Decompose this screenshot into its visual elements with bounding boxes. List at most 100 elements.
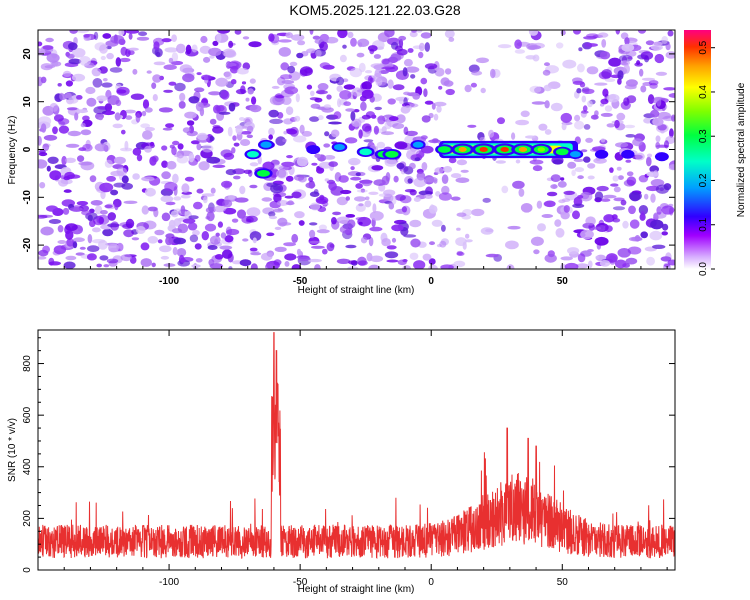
noise-blob xyxy=(611,214,618,220)
noise-blob xyxy=(632,138,643,147)
noise-blob xyxy=(456,251,465,256)
noise-blob xyxy=(142,99,150,109)
noise-blob xyxy=(277,217,288,227)
noise-blob xyxy=(574,167,585,173)
noise-blob xyxy=(177,223,189,234)
noise-blob xyxy=(217,30,231,34)
noise-blob xyxy=(76,201,89,206)
noise-blob xyxy=(239,117,245,121)
noise-blob xyxy=(323,155,336,160)
noise-blob xyxy=(286,155,293,159)
noise-blob xyxy=(497,44,512,49)
noise-blob xyxy=(165,201,176,206)
noise-blob xyxy=(655,71,668,76)
noise-blob xyxy=(43,134,58,141)
noise-blob xyxy=(192,229,200,236)
noise-blob xyxy=(396,162,405,170)
noise-blob xyxy=(141,176,155,182)
noise-blob xyxy=(603,214,615,223)
noise-blob xyxy=(102,78,108,82)
noise-blob xyxy=(560,211,570,220)
noise-blob xyxy=(208,91,222,96)
noise-blob xyxy=(479,137,486,142)
noise-blob xyxy=(443,80,454,87)
noise-blob xyxy=(344,137,358,144)
noise-blob xyxy=(455,237,467,247)
noise-blob xyxy=(372,203,377,214)
noise-blob xyxy=(63,70,72,77)
noise-blob xyxy=(58,178,69,187)
noise-blob xyxy=(420,145,434,154)
noise-blob xyxy=(166,160,177,170)
noise-blob xyxy=(664,140,669,149)
noise-blob xyxy=(529,159,544,165)
noise-blob xyxy=(228,266,233,269)
noise-blob xyxy=(212,40,219,47)
noise-blob xyxy=(38,41,43,47)
noise-blob xyxy=(628,205,636,215)
noise-blob xyxy=(222,249,233,259)
noise-blob xyxy=(246,125,254,133)
noise-blob xyxy=(625,159,632,163)
noise-blob xyxy=(280,62,290,71)
noise-blob xyxy=(640,210,645,220)
noise-blob xyxy=(149,141,155,147)
noise-blob xyxy=(284,86,299,95)
noise-blob xyxy=(441,185,450,195)
colorbar-tick-label: 0.0 xyxy=(698,262,709,276)
noise-blob xyxy=(42,45,54,50)
ridge-point xyxy=(479,147,488,152)
noise-blob xyxy=(398,35,407,41)
noise-blob xyxy=(247,88,254,95)
noise-blob xyxy=(625,257,638,265)
noise-blob xyxy=(151,82,157,89)
noise-blob xyxy=(301,130,313,137)
colorbar-ticks: 0.0 0.1 0.2 0.3 0.4 0.5 xyxy=(698,40,715,276)
noise-blob xyxy=(165,123,175,128)
noise-blob xyxy=(74,112,79,121)
noise-blob xyxy=(433,179,438,184)
noise-blob xyxy=(66,238,75,247)
noise-blob xyxy=(305,182,316,189)
noise-blob xyxy=(77,155,85,163)
noise-blob xyxy=(602,194,617,199)
ridge-point xyxy=(388,152,396,157)
noise-blob xyxy=(311,245,325,249)
noise-blob xyxy=(123,200,138,204)
noise-blob xyxy=(99,182,114,193)
noise-blob xyxy=(285,32,294,39)
noise-blob xyxy=(613,186,621,193)
noise-blob xyxy=(65,230,74,240)
noise-blob xyxy=(577,195,584,199)
noise-blob xyxy=(655,184,670,194)
noise-blob xyxy=(66,107,78,111)
noise-blob xyxy=(85,86,96,95)
noise-blob xyxy=(227,126,233,137)
noise-blob xyxy=(388,202,395,210)
noise-blob xyxy=(136,36,150,41)
noise-blob xyxy=(532,165,543,172)
noise-blob xyxy=(650,219,664,230)
noise-blob xyxy=(92,227,101,233)
noise-blob xyxy=(268,215,278,220)
ridge-point xyxy=(310,147,316,152)
noise-blob xyxy=(373,125,379,135)
noise-blob xyxy=(57,118,70,125)
noise-blob xyxy=(282,138,288,143)
noise-blob xyxy=(601,39,607,48)
noise-blob xyxy=(268,127,275,136)
noise-blob xyxy=(178,101,186,109)
noise-blob xyxy=(482,197,491,203)
noise-blob xyxy=(416,30,423,33)
noise-blob xyxy=(581,110,589,114)
noise-blob xyxy=(645,40,655,46)
noise-blob xyxy=(390,53,402,62)
noise-blob xyxy=(418,42,425,52)
snr-series-line xyxy=(38,332,675,559)
noise-blob xyxy=(615,259,627,269)
noise-blob xyxy=(283,130,288,135)
noise-blob xyxy=(368,191,379,195)
noise-blob xyxy=(136,154,143,162)
noise-blob xyxy=(410,238,421,248)
noise-blob xyxy=(125,30,140,34)
